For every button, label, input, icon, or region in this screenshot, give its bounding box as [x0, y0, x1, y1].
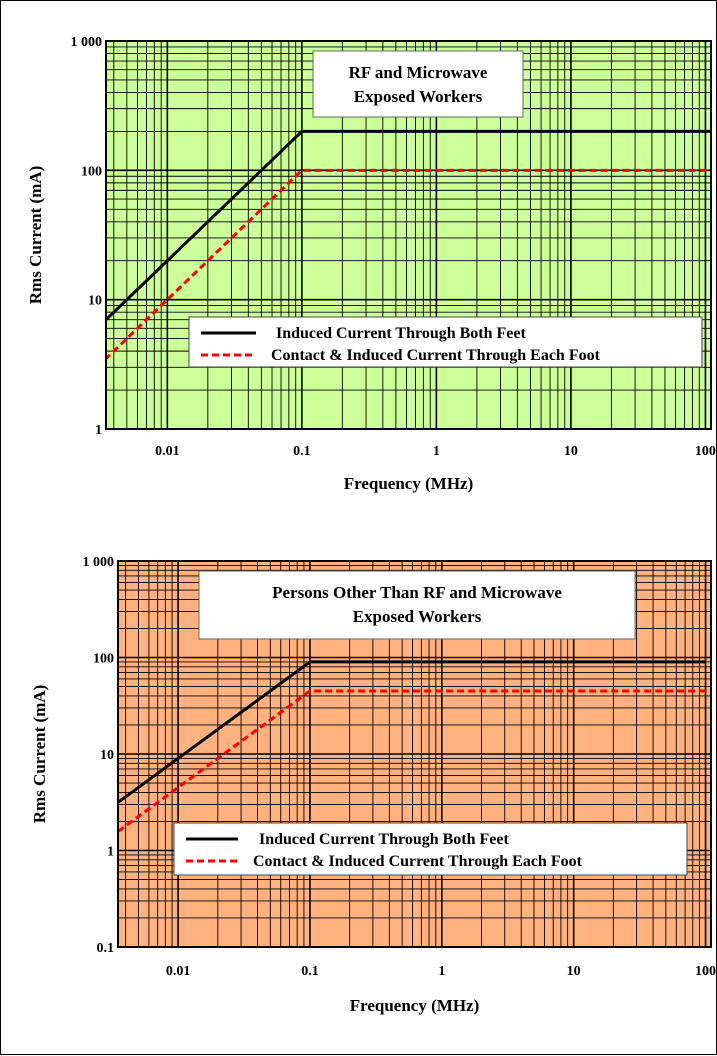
series-line-both-feet: [106, 129, 711, 322]
chart-title-line: Persons Other Than RF and Microwave: [272, 583, 562, 602]
legend-label: Induced Current Through Both Feet: [259, 831, 509, 848]
x-axis-label: Frequency (MHz): [350, 996, 480, 1015]
y-tick-label: 100: [93, 652, 114, 667]
chart-title-line: Exposed Workers: [353, 607, 482, 626]
y-tick-label: 0.1: [97, 941, 115, 956]
series-line-both-feet: [118, 660, 706, 805]
x-tick-label: 0.1: [301, 964, 319, 979]
x-tick-label: 10: [564, 444, 578, 459]
plot-frame: [105, 40, 712, 430]
x-axis-label: Frequency (MHz): [344, 474, 474, 493]
series-line-each-foot: [106, 168, 711, 361]
y-tick-label: 10: [88, 294, 102, 309]
y-tick-label: 1: [107, 845, 114, 860]
y-tick-label: 1: [95, 423, 102, 438]
chart-persons-other-than-workers: Persons Other Than RF and Microwave Expos…: [30, 555, 716, 1015]
legend: [173, 822, 688, 876]
x-tick-label: 100: [695, 964, 716, 979]
y-tick-label: 10: [100, 748, 114, 763]
y-axis-label: Rms Current (mA): [26, 166, 45, 305]
x-tick-label: 10: [567, 964, 581, 979]
chart-title-line: RF and Microwave: [349, 63, 488, 82]
legend-label: Induced Current Through Both Feet: [276, 325, 526, 342]
plot-frame: [117, 560, 712, 948]
legend-label: Contact & Induced Current Through Each F…: [271, 347, 601, 364]
title-box: [198, 570, 636, 640]
legend: [188, 316, 703, 368]
x-tick-label: 0.01: [166, 964, 191, 979]
x-tick-label: 100: [695, 444, 716, 459]
y-axis-label: Rms Current (mA): [30, 685, 49, 824]
x-tick-label: 1: [433, 444, 440, 459]
chart-title-line: Exposed Workers: [354, 87, 483, 106]
x-tick-label: 1: [438, 964, 445, 979]
y-tick-label: 1 000: [83, 555, 115, 570]
x-tick-label: 0.01: [155, 444, 180, 459]
y-tick-label: 1 000: [71, 35, 103, 50]
title-box: [312, 50, 524, 118]
series-line-each-foot: [118, 689, 706, 834]
x-tick-label: 0.1: [293, 444, 311, 459]
legend-label: Contact & Induced Current Through Each F…: [253, 853, 583, 870]
chart-rf-microwave-workers: RF and Microwave Exposed Workers Induced C…: [26, 35, 716, 493]
y-tick-label: 100: [81, 164, 102, 179]
